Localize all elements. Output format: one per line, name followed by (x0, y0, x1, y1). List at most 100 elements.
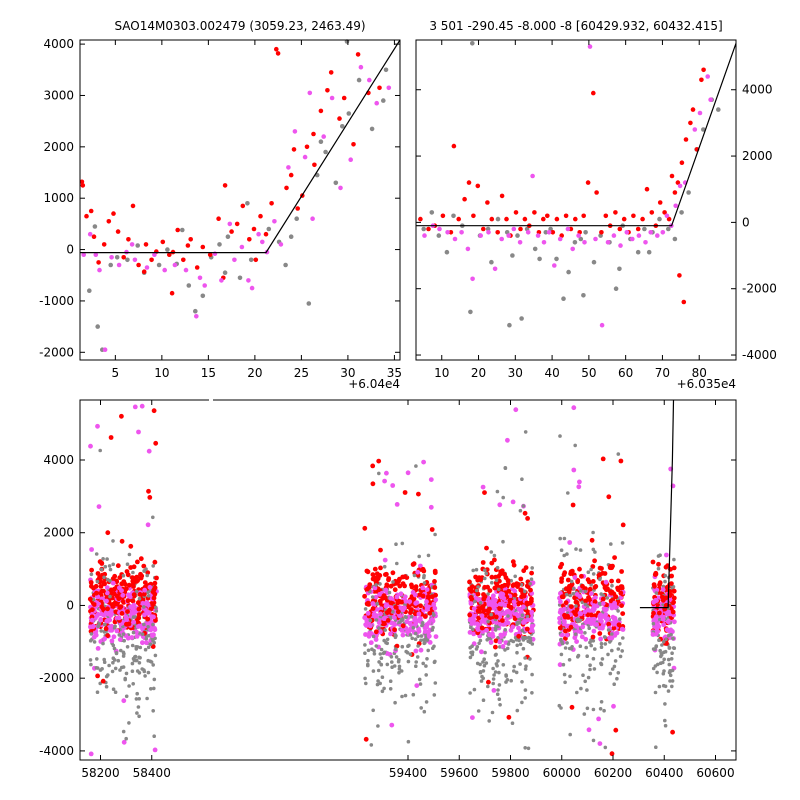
data-point (207, 252, 213, 257)
data-point (506, 642, 511, 646)
x-tick-label: 80 (692, 366, 707, 380)
data-point (328, 70, 334, 75)
data-point (610, 583, 614, 588)
data-point (109, 591, 115, 596)
data-point (611, 621, 616, 627)
data-point (587, 626, 591, 630)
x-tick-label: 40 (544, 366, 559, 380)
data-point (307, 90, 313, 96)
data-point (653, 647, 657, 651)
data-point (607, 635, 612, 641)
data-point (429, 210, 435, 215)
data-point (524, 626, 530, 632)
data-point (152, 580, 158, 586)
data-point (151, 622, 155, 627)
data-point (130, 661, 135, 666)
data-point (132, 404, 138, 410)
x-tick-label: 60400 (645, 766, 683, 780)
data-point (369, 126, 375, 132)
data-point (123, 677, 127, 682)
data-point (616, 647, 621, 651)
data-point (183, 267, 189, 273)
data-point (131, 592, 137, 597)
data-point (95, 423, 100, 429)
panel-left-frame (79, 39, 401, 361)
data-point (140, 640, 145, 646)
data-point (604, 607, 609, 612)
data-point (116, 658, 121, 663)
data-point (591, 572, 596, 576)
data-point (119, 611, 125, 616)
data-point (489, 259, 494, 265)
data-point (660, 587, 666, 592)
data-point (668, 679, 672, 683)
data-point (495, 216, 501, 222)
data-point (566, 269, 571, 275)
data-point (248, 257, 254, 263)
data-point (489, 216, 495, 222)
data-point (381, 616, 387, 622)
data-point (467, 579, 472, 585)
data-point (597, 601, 602, 606)
data-point (156, 262, 162, 268)
data-point (521, 620, 526, 625)
data-point (98, 617, 103, 623)
data-point (374, 583, 378, 587)
data-point (655, 670, 659, 675)
data-point (222, 270, 228, 276)
data-point (529, 623, 535, 629)
data-point (505, 437, 510, 443)
data-point (679, 210, 684, 215)
data-point (585, 612, 591, 618)
data-point (528, 587, 533, 593)
data-point (412, 611, 418, 617)
data-point (102, 636, 107, 642)
data-point (382, 638, 387, 643)
data-point (95, 673, 100, 679)
data-point (175, 227, 180, 233)
data-point (574, 604, 578, 608)
data-point (572, 240, 578, 245)
y-tick-label: 2000 (43, 140, 74, 154)
data-point (523, 430, 528, 434)
data-point (131, 630, 136, 635)
data-point (517, 621, 522, 625)
data-point (101, 641, 105, 646)
data-point (143, 647, 148, 652)
data-point (358, 64, 364, 70)
data-point (424, 700, 429, 704)
data-point (543, 230, 549, 235)
data-point (89, 632, 94, 636)
data-point (515, 708, 520, 713)
data-point (585, 577, 591, 583)
data-point (640, 216, 645, 222)
data-point (429, 594, 435, 600)
data-point (402, 574, 408, 580)
x-tick-label: 5 (112, 366, 120, 380)
data-point (379, 647, 384, 652)
data-point (591, 738, 596, 743)
data-point (292, 129, 298, 134)
data-point (109, 254, 114, 260)
data-point (400, 617, 404, 621)
data-point (398, 591, 404, 597)
data-point (386, 607, 392, 613)
data-point (535, 233, 541, 238)
data-point (559, 561, 565, 567)
data-point (526, 635, 531, 640)
data-point (119, 538, 125, 544)
data-point (558, 607, 564, 613)
data-point (131, 682, 135, 686)
x-tick-label: 70 (655, 366, 670, 380)
data-point (532, 246, 538, 252)
data-point (658, 648, 662, 653)
data-point (600, 596, 606, 602)
data-point (135, 600, 141, 606)
data-point (716, 107, 721, 112)
data-point (112, 646, 117, 651)
data-point (385, 641, 390, 646)
data-point (121, 729, 126, 734)
data-point (497, 601, 503, 607)
data-point (148, 642, 153, 646)
data-point (562, 672, 567, 677)
